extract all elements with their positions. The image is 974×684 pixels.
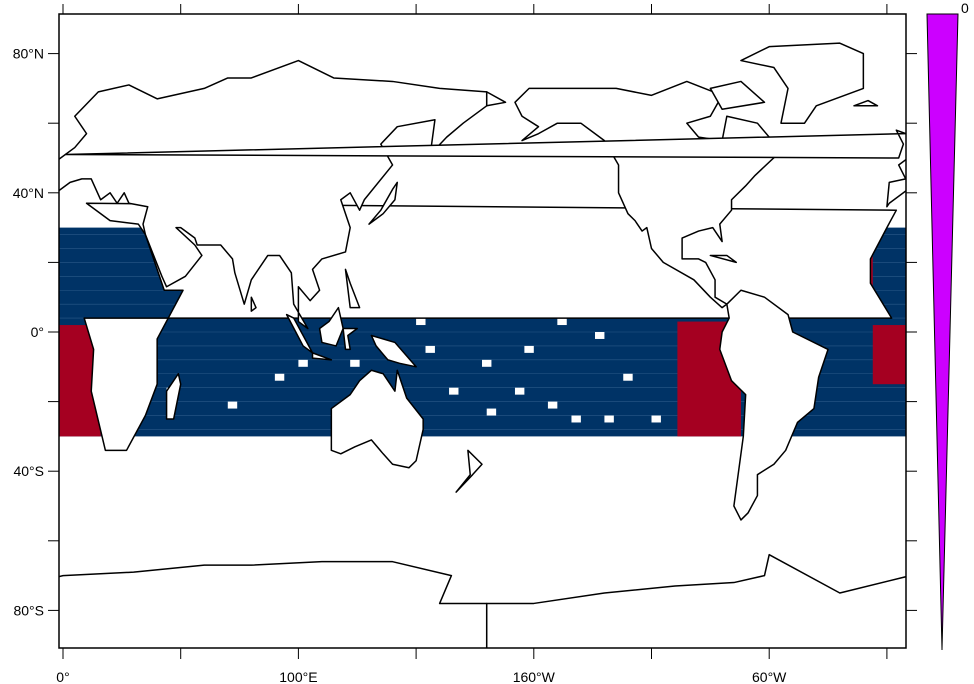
missing-cell <box>486 408 497 416</box>
map-content <box>7 42 906 648</box>
land-chukotka <box>485 91 507 107</box>
land-baffin <box>709 80 766 111</box>
missing-cell <box>350 359 360 367</box>
land-java <box>311 352 333 361</box>
missing-cell <box>482 359 492 367</box>
colorbar-label: 0 <box>961 0 969 16</box>
land-newguinea <box>370 334 417 368</box>
x-tick-label: 100°E <box>279 669 317 684</box>
land-newzealand <box>455 449 483 493</box>
land-samerica <box>719 289 829 521</box>
land-uk <box>59 133 60 134</box>
land-iceland <box>853 99 879 107</box>
y-tick-label: 40°N <box>13 185 44 201</box>
missing-cell <box>274 373 285 381</box>
land-eurasia <box>59 59 488 330</box>
land-japan <box>368 181 399 225</box>
colorbar: 0 <box>926 0 969 651</box>
missing-cell <box>547 401 558 409</box>
land-eurasia <box>886 158 906 208</box>
land-uk <box>64 129 906 159</box>
land-madagascar <box>165 373 182 420</box>
land-srilanka <box>250 296 257 312</box>
colorbar-triangle <box>926 13 959 651</box>
y-tick-label: 40°S <box>13 463 44 479</box>
y-tick-label: 80°N <box>13 46 44 62</box>
land-antarctica <box>485 553 906 648</box>
map-frame <box>58 13 907 649</box>
missing-cell <box>604 415 614 423</box>
missing-cell <box>557 318 567 326</box>
land-greenland <box>740 42 865 124</box>
land-namerica <box>514 80 782 309</box>
x-tick-label: 160°W <box>513 669 556 684</box>
land-cuba <box>709 254 737 264</box>
missing-cell <box>449 387 459 395</box>
missing-cell <box>571 415 581 423</box>
y-tick-label: 80°S <box>13 602 44 618</box>
missing-cell <box>298 359 308 367</box>
missing-cell <box>416 318 426 326</box>
highlight-region <box>872 325 906 385</box>
land-australia <box>330 369 424 469</box>
land-sulawesi <box>342 327 358 351</box>
x-tick-label: 0° <box>56 669 69 684</box>
missing-cell <box>651 415 661 423</box>
missing-cell <box>514 387 525 395</box>
land-iceland <box>7 101 31 106</box>
missing-cell <box>425 345 435 353</box>
axis-ticks: 0° 100°E 160°W 60°W 80°N 40°N 0° 40°S 80°S <box>13 4 917 684</box>
x-tick-label: 60°W <box>752 669 787 684</box>
missing-cell <box>227 401 238 409</box>
land-philippines <box>344 268 361 309</box>
land-antarctica <box>59 560 488 648</box>
missing-cell <box>524 345 534 353</box>
y-tick-label: 0° <box>31 324 44 340</box>
missing-cell <box>595 332 605 339</box>
missing-cell <box>623 373 633 381</box>
